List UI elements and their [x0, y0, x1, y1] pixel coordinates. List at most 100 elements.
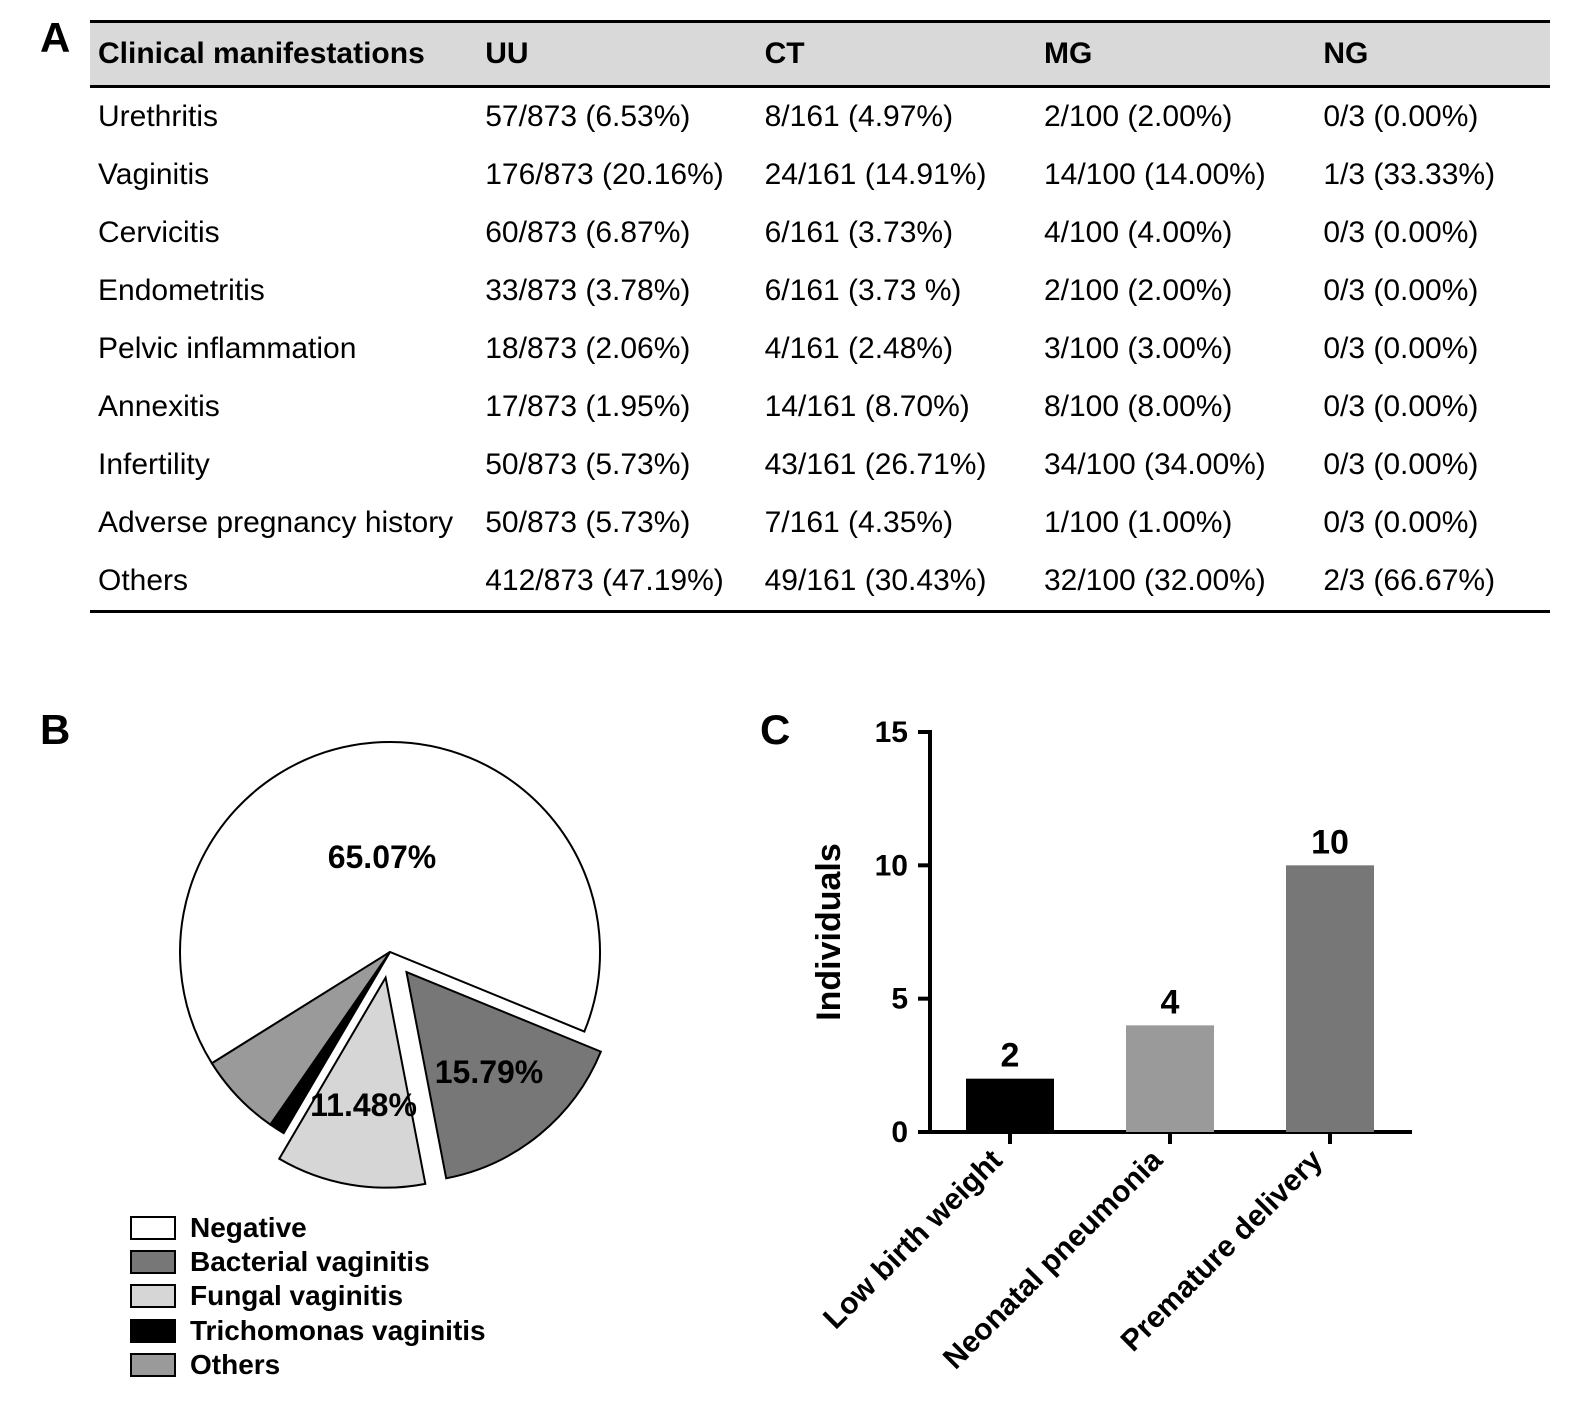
table-col-header: CT	[757, 22, 1036, 87]
y-tick-label: 5	[891, 983, 908, 1016]
table-header: Clinical manifestationsUUCTMGNG	[90, 22, 1550, 87]
table-cell: 34/100 (34.00%)	[1036, 436, 1315, 494]
pie-slice-label: 65.07%	[328, 839, 437, 875]
table-cell: 32/100 (32.00%)	[1036, 552, 1315, 612]
table-row: Pelvic inflammation18/873 (2.06%)4/161 (…	[90, 320, 1550, 378]
bar-value-label: 2	[1001, 1037, 1020, 1075]
table-cell: Vaginitis	[90, 146, 477, 204]
y-tick-label: 0	[891, 1116, 908, 1149]
y-tick-label: 10	[875, 849, 908, 882]
table-cell: 0/3 (0.00%)	[1315, 378, 1550, 436]
table-cell: 2/100 (2.00%)	[1036, 262, 1315, 320]
table-row: Urethritis57/873 (6.53%)8/161 (4.97%)2/1…	[90, 87, 1550, 147]
bar-value-label: 10	[1311, 823, 1349, 861]
bar-value-label: 4	[1161, 983, 1180, 1021]
legend-text: Bacterial vaginitis	[190, 1246, 430, 1278]
table-cell: 2/100 (2.00%)	[1036, 87, 1315, 147]
table-cell: 412/873 (47.19%)	[477, 552, 756, 612]
table-col-header: NG	[1315, 22, 1550, 87]
table-cell: 50/873 (5.73%)	[477, 436, 756, 494]
table-cell: 0/3 (0.00%)	[1315, 320, 1550, 378]
legend-text: Negative	[190, 1212, 307, 1244]
table-cell: 14/161 (8.70%)	[757, 378, 1036, 436]
table-col-header: UU	[477, 22, 756, 87]
table-cell: 60/873 (6.87%)	[477, 204, 756, 262]
pie-slice-label: 15.79%	[435, 1054, 544, 1090]
legend-swatch	[130, 1216, 176, 1240]
legend-swatch	[130, 1319, 176, 1343]
legend-swatch	[130, 1250, 176, 1274]
table-cell: 17/873 (1.95%)	[477, 378, 756, 436]
legend-swatch	[130, 1353, 176, 1377]
table-body: Urethritis57/873 (6.53%)8/161 (4.97%)2/1…	[90, 87, 1550, 612]
table-row: Cervicitis60/873 (6.87%)6/161 (3.73%)4/1…	[90, 204, 1550, 262]
table-cell: 7/161 (4.35%)	[757, 494, 1036, 552]
figure-root: A Clinical manifestationsUUCTMGNG Urethr…	[0, 0, 1594, 1409]
table-cell: 1/100 (1.00%)	[1036, 494, 1315, 552]
table-row: Others412/873 (47.19%)49/161 (30.43%)32/…	[90, 552, 1550, 612]
table-cell: Annexitis	[90, 378, 477, 436]
table-cell: 14/100 (14.00%)	[1036, 146, 1315, 204]
table-cell: 18/873 (2.06%)	[477, 320, 756, 378]
bar	[966, 1079, 1054, 1132]
table-cell: 33/873 (3.78%)	[477, 262, 756, 320]
panel-c-label: C	[760, 706, 790, 754]
table-cell: Pelvic inflammation	[90, 320, 477, 378]
table-cell: 24/161 (14.91%)	[757, 146, 1036, 204]
legend-item: Trichomonas vaginitis	[130, 1315, 486, 1347]
bar	[1286, 865, 1374, 1132]
pie-chart-wrap: 65.07% 15.79% 11.48% NegativeBacterial vag…	[90, 692, 710, 1392]
table-cell: 4/100 (4.00%)	[1036, 204, 1315, 262]
table-cell: 0/3 (0.00%)	[1315, 494, 1550, 552]
y-tick-label: 15	[875, 716, 908, 749]
table-cell: 0/3 (0.00%)	[1315, 262, 1550, 320]
y-axis-label: Individuals	[810, 843, 848, 1021]
table-cell: Urethritis	[90, 87, 477, 147]
table-row: Endometritis33/873 (3.78%)6/161 (3.73 %)…	[90, 262, 1550, 320]
table-cell: 0/3 (0.00%)	[1315, 436, 1550, 494]
table-cell: 4/161 (2.48%)	[757, 320, 1036, 378]
table-col-header: MG	[1036, 22, 1315, 87]
table-cell: 49/161 (30.43%)	[757, 552, 1036, 612]
table-cell: 2/3 (66.67%)	[1315, 552, 1550, 612]
table-cell: 8/161 (4.97%)	[757, 87, 1036, 147]
panel-b-label: B	[40, 706, 70, 754]
table-row: Infertility50/873 (5.73%)43/161 (26.71%)…	[90, 436, 1550, 494]
table-cell: 1/3 (33.33%)	[1315, 146, 1550, 204]
bar-chart: 051015Individuals2Low birth weight4Neona…	[800, 692, 1560, 1392]
table-cell: 0/3 (0.00%)	[1315, 87, 1550, 147]
table-cell: 6/161 (3.73 %)	[757, 262, 1036, 320]
clinical-table: Clinical manifestationsUUCTMGNG Urethrit…	[90, 20, 1550, 613]
x-tick-label: Low birth weight	[817, 1144, 1009, 1336]
table-cell: 43/161 (26.71%)	[757, 436, 1036, 494]
table-cell: 0/3 (0.00%)	[1315, 204, 1550, 262]
panel-a-label: A	[40, 14, 70, 62]
table-cell: Adverse pregnancy history	[90, 494, 477, 552]
table-row: Adverse pregnancy history50/873 (5.73%)7…	[90, 494, 1550, 552]
pie-legend: NegativeBacterial vaginitisFungal vagini…	[130, 1210, 486, 1383]
table-cell: 176/873 (20.16%)	[477, 146, 756, 204]
table-col-header: Clinical manifestations	[90, 22, 477, 87]
table-cell: 57/873 (6.53%)	[477, 87, 756, 147]
legend-item: Fungal vaginitis	[130, 1280, 486, 1312]
table-cell: Cervicitis	[90, 204, 477, 262]
table-cell: 50/873 (5.73%)	[477, 494, 756, 552]
legend-item: Negative	[130, 1212, 486, 1244]
table-cell: Others	[90, 552, 477, 612]
table-cell: Infertility	[90, 436, 477, 494]
pie-chart: 65.07% 15.79% 11.48%	[90, 692, 710, 1202]
legend-item: Bacterial vaginitis	[130, 1246, 486, 1278]
table-row: Vaginitis176/873 (20.16%)24/161 (14.91%)…	[90, 146, 1550, 204]
table-cell: Endometritis	[90, 262, 477, 320]
legend-text: Trichomonas vaginitis	[190, 1315, 486, 1347]
legend-text: Others	[190, 1349, 280, 1381]
table-cell: 3/100 (3.00%)	[1036, 320, 1315, 378]
legend-item: Others	[130, 1349, 486, 1381]
pie-slice-label: 11.48%	[310, 1087, 417, 1123]
bar-chart-wrap: 051015Individuals2Low birth weight4Neona…	[800, 692, 1560, 1392]
legend-swatch	[130, 1284, 176, 1308]
table-row: Annexitis17/873 (1.95%)14/161 (8.70%)8/1…	[90, 378, 1550, 436]
legend-text: Fungal vaginitis	[190, 1280, 403, 1312]
table-cell: 8/100 (8.00%)	[1036, 378, 1315, 436]
table-cell: 6/161 (3.73%)	[757, 204, 1036, 262]
